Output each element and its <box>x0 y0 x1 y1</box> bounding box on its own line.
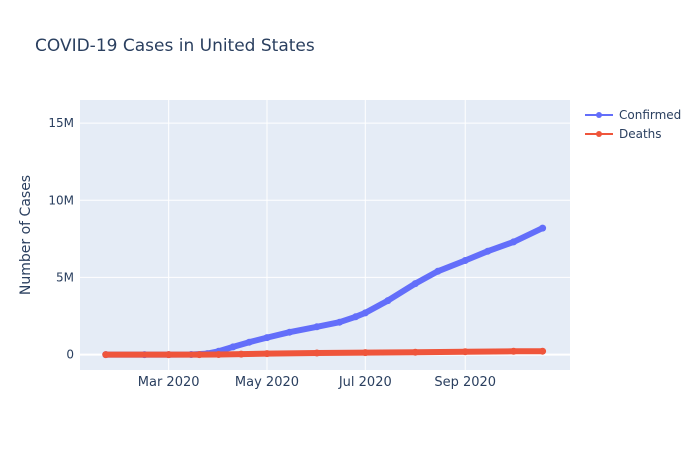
data-point-deaths <box>461 348 469 356</box>
x-axis-ticks: Mar 2020 May 2020 Jul 2020 Sep 2020 <box>138 375 496 390</box>
data-point-deaths <box>313 349 321 357</box>
data-point-confirmed <box>286 328 293 336</box>
data-point-deaths <box>102 351 110 359</box>
legend-item-deaths[interactable]: Deaths <box>585 127 662 141</box>
data-point-confirmed <box>434 267 442 275</box>
x-tick-label: Sep 2020 <box>434 375 496 390</box>
x-tick-label: May 2020 <box>235 375 299 390</box>
y-axis-label: Number of Cases <box>18 175 34 295</box>
y-tick-label: 15M <box>48 116 74 130</box>
x-tick-label: Jul 2020 <box>338 375 392 390</box>
data-point-deaths <box>411 348 419 356</box>
data-point-confirmed <box>352 313 360 321</box>
data-point-confirmed <box>539 224 547 232</box>
y-tick-label: 5M <box>56 270 74 284</box>
y-tick-label: 10M <box>48 193 74 207</box>
data-point-deaths <box>539 347 547 355</box>
data-point-deaths <box>195 351 203 359</box>
series-line-deaths <box>102 348 546 358</box>
legend-item-confirmed[interactable]: Confirmed <box>585 108 681 122</box>
chart-title: COVID-19 Cases in United States <box>35 36 315 56</box>
y-axis-ticks: 0 5M 10M 15M <box>48 116 74 361</box>
data-point-deaths <box>263 350 271 358</box>
legend-label: Confirmed <box>619 108 681 122</box>
legend[interactable]: Confirmed Deaths <box>585 108 681 141</box>
data-point-confirmed <box>263 334 271 342</box>
data-point-confirmed <box>336 318 343 326</box>
data-point-confirmed <box>361 309 369 317</box>
data-point-deaths <box>165 351 173 359</box>
data-point-confirmed <box>229 343 237 351</box>
data-point-deaths <box>510 347 518 355</box>
series-layer <box>102 224 547 359</box>
data-point-confirmed <box>510 238 518 246</box>
data-point-confirmed <box>313 323 321 331</box>
y-tick-label: 0 <box>66 348 74 362</box>
plot-area <box>80 100 570 370</box>
data-point-deaths <box>215 351 223 358</box>
legend-label: Deaths <box>619 127 662 141</box>
data-point-confirmed <box>245 338 253 346</box>
data-point-deaths <box>361 349 369 357</box>
data-point-confirmed <box>484 247 492 255</box>
legend-swatch-marker <box>596 112 602 118</box>
data-point-confirmed <box>411 280 419 288</box>
legend-swatch-marker <box>596 131 602 137</box>
data-point-confirmed <box>461 257 469 264</box>
data-point-confirmed <box>384 297 392 305</box>
x-tick-label: Mar 2020 <box>138 375 200 390</box>
data-point-deaths <box>237 350 245 358</box>
